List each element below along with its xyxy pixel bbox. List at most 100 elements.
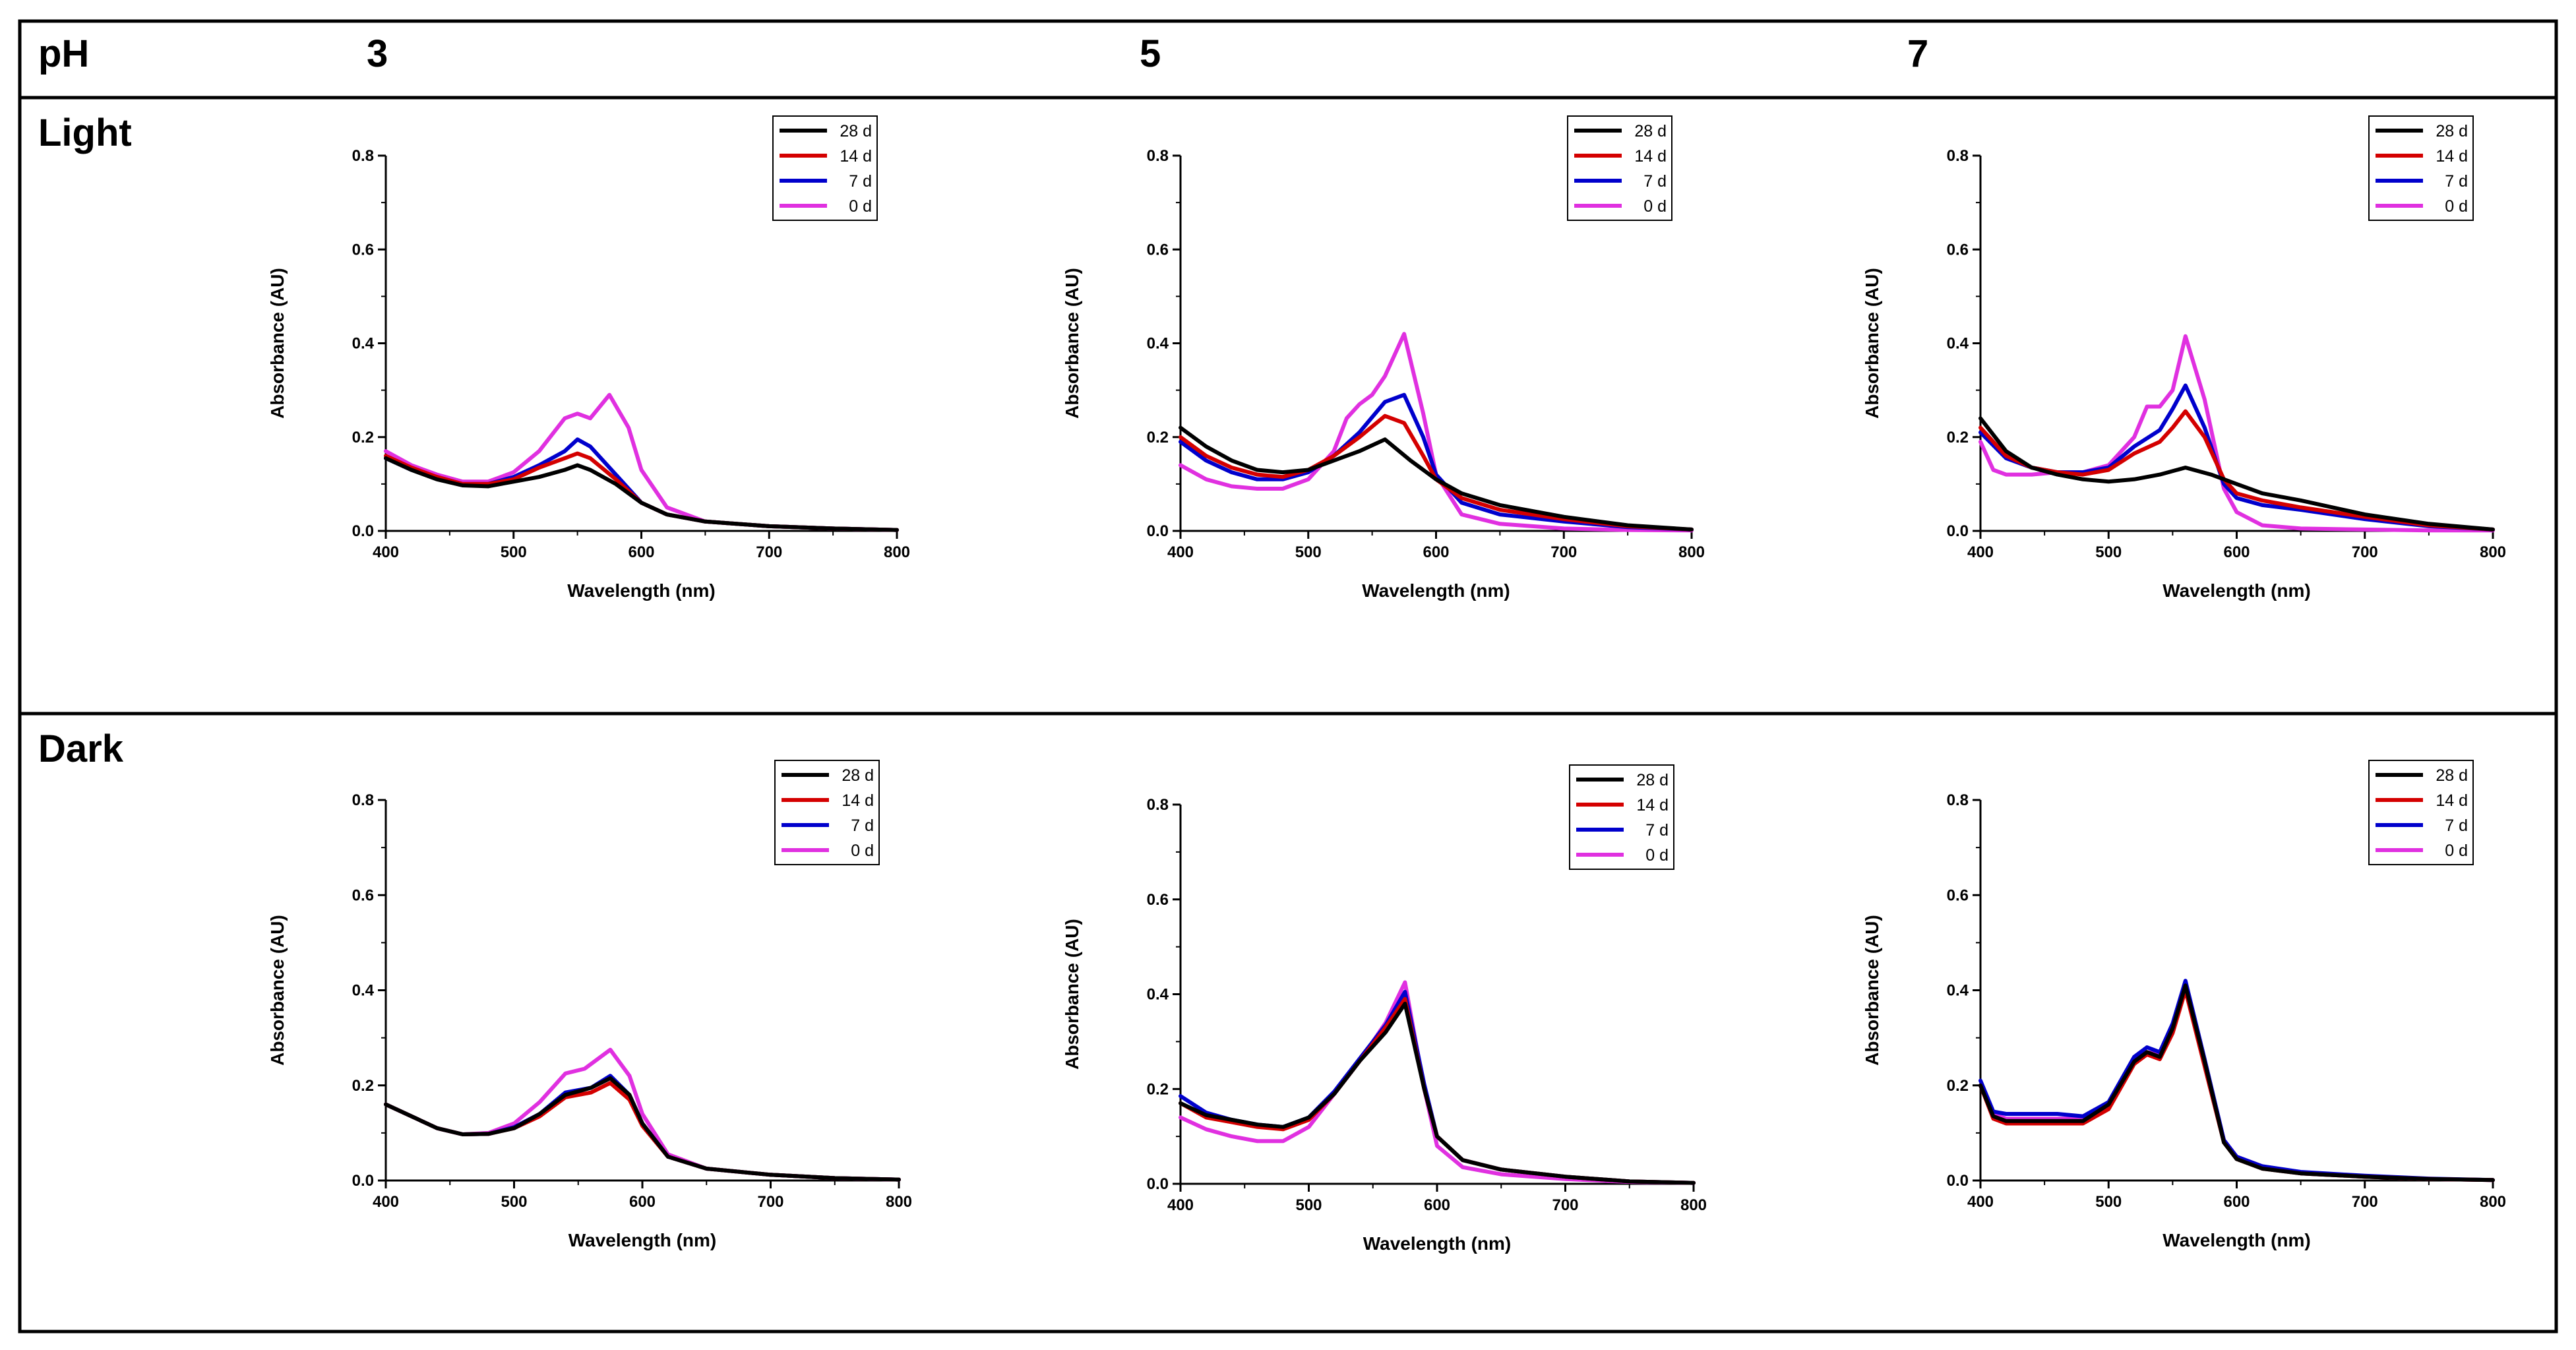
- y-tick-label: 0.4: [1947, 335, 1969, 353]
- x-tick-label: 400: [1167, 543, 1194, 561]
- y-tick-label: 0.0: [1147, 1175, 1169, 1193]
- x-tick-label: 700: [2352, 543, 2378, 561]
- legend-box: [1569, 764, 1674, 870]
- x-tick-label: 800: [2480, 1193, 2506, 1211]
- legend-box: [2368, 115, 2474, 221]
- y-tick-label: 0.0: [352, 1172, 374, 1190]
- series-line-0d: [384, 392, 899, 532]
- table-border: [18, 19, 2558, 1334]
- y-tick-label: 0.6: [1947, 886, 1969, 904]
- x-tick-label: 500: [1295, 543, 1322, 561]
- x-tick-label: 700: [757, 1193, 783, 1211]
- y-tick-label: 0.2: [352, 1077, 374, 1095]
- legend-box: [774, 760, 880, 865]
- y-tick-label: 0.8: [352, 147, 374, 165]
- y-tick-label: 0.2: [1947, 1077, 1969, 1095]
- series-line-28d: [1978, 416, 2495, 532]
- ph-corner-label: pH: [38, 32, 90, 75]
- chart-panel-1: 400 500 600 700 800 0.0 0.2 0.4 0.6 0.8 Wavelength…: [267, 115, 910, 601]
- y-axis-title: Absorbance (AU): [1062, 268, 1082, 419]
- series-line-28d: [1179, 425, 1694, 532]
- column-header-ph7: 7: [1907, 32, 1929, 75]
- legend-label: 28 d: [1636, 771, 1669, 789]
- legend-label: 28 d: [840, 122, 872, 140]
- legend-label: 28 d: [842, 766, 874, 785]
- y-tick-label: 0.0: [1147, 522, 1169, 540]
- x-tick-label: 600: [2223, 543, 2250, 561]
- x-axis-title: Wavelength (nm): [1362, 580, 1510, 601]
- y-tick-label: 0.6: [352, 241, 374, 259]
- y-axis-title: Absorbance (AU): [1862, 915, 1882, 1066]
- legend-label: 14 d: [2436, 791, 2468, 810]
- chart-panel-3: 400 500 600 700 800 0.0 0.2 0.4 0.6 0.8 Wavelength…: [1862, 115, 2506, 601]
- legend-label: 14 d: [2436, 147, 2468, 166]
- legend-label: 28 d: [1634, 122, 1667, 140]
- y-tick-label: 0.6: [352, 886, 374, 904]
- series-line-7d: [1179, 392, 1694, 532]
- legend-label: 28 d: [2436, 122, 2468, 140]
- series-line-0d: [384, 1047, 901, 1182]
- x-tick-label: 500: [2095, 543, 2122, 561]
- legend-label: 14 d: [842, 791, 874, 810]
- legend-label: 0 d: [2445, 197, 2468, 216]
- series-line-0d: [1179, 980, 1696, 1185]
- y-tick-label: 0.8: [1947, 791, 1969, 809]
- y-axis-title: Absorbance (AU): [1062, 919, 1082, 1070]
- x-tick-label: 800: [886, 1193, 912, 1211]
- y-axis-title: Absorbance (AU): [267, 268, 288, 419]
- x-tick-label: 700: [756, 543, 782, 561]
- legend-label: 0 d: [1645, 846, 1669, 865]
- chart-panel-4: 400 500 600 700 800 0.0 0.2 0.4 0.6 0.8 Wavelength…: [267, 760, 912, 1250]
- x-tick-label: 500: [501, 1193, 527, 1211]
- series-line-28d: [1978, 983, 2495, 1182]
- series-line-7d: [1978, 979, 2495, 1182]
- y-tick-label: 0.6: [1147, 891, 1169, 909]
- legend-label: 28 d: [2436, 766, 2468, 785]
- x-axis-title: Wavelength (nm): [568, 1230, 717, 1250]
- chart-panel-6: 400 500 600 700 800 0.0 0.2 0.4 0.6 0.8 Wavelength…: [1862, 760, 2506, 1250]
- column-header-ph3: 3: [367, 32, 388, 75]
- chart-panel-5: 400 500 600 700 800 0.0 0.2 0.4 0.6 0.8 Wavelength…: [1062, 764, 1707, 1254]
- y-tick-label: 0.0: [352, 522, 374, 540]
- legend-label: 7 d: [2445, 816, 2468, 835]
- y-tick-label: 0.4: [1147, 986, 1169, 1004]
- series-line-28d: [1179, 1001, 1696, 1185]
- series-line-0d: [1978, 983, 2495, 1182]
- y-tick-label: 0.6: [1947, 241, 1969, 259]
- legend-label: 7 d: [849, 172, 872, 191]
- y-tick-label: 0.4: [1947, 982, 1969, 1000]
- legend-label: 7 d: [851, 816, 874, 835]
- legend-label: 14 d: [840, 147, 872, 166]
- x-tick-label: 400: [373, 1193, 399, 1211]
- x-tick-label: 800: [2480, 543, 2506, 561]
- column-header-ph5: 5: [1140, 32, 1161, 75]
- row-label-light: Light: [38, 111, 132, 154]
- x-tick-label: 800: [1678, 543, 1705, 561]
- chart-panel-2: 400 500 600 700 800 0.0 0.2 0.4 0.6 0.8 Wavelength…: [1062, 115, 1705, 601]
- x-tick-label: 600: [629, 1193, 656, 1211]
- y-tick-label: 0.6: [1147, 241, 1169, 259]
- y-tick-label: 0.4: [352, 982, 375, 1000]
- x-axis-title: Wavelength (nm): [2162, 580, 2311, 601]
- x-tick-label: 700: [1552, 1196, 1578, 1214]
- series-line-7d: [1978, 383, 2495, 532]
- series-line-14d: [1179, 414, 1694, 532]
- legend-label: 0 d: [2445, 842, 2468, 860]
- x-tick-label: 400: [1167, 1196, 1194, 1214]
- series-line-28d: [384, 1076, 901, 1182]
- x-tick-label: 500: [501, 543, 527, 561]
- y-tick-label: 0.4: [352, 335, 375, 353]
- y-tick-label: 0.8: [1947, 147, 1969, 165]
- y-tick-label: 0.0: [1947, 1172, 1969, 1190]
- x-tick-label: 700: [1550, 543, 1577, 561]
- x-tick-label: 500: [1295, 1196, 1322, 1214]
- legend-label: 14 d: [1636, 796, 1669, 814]
- x-tick-label: 600: [2223, 1193, 2250, 1211]
- row-label-dark: Dark: [38, 727, 123, 770]
- y-tick-label: 0.2: [1947, 429, 1969, 446]
- y-tick-label: 0.8: [352, 791, 374, 809]
- legend-box: [2368, 760, 2474, 865]
- legend-label: 7 d: [1643, 172, 1667, 191]
